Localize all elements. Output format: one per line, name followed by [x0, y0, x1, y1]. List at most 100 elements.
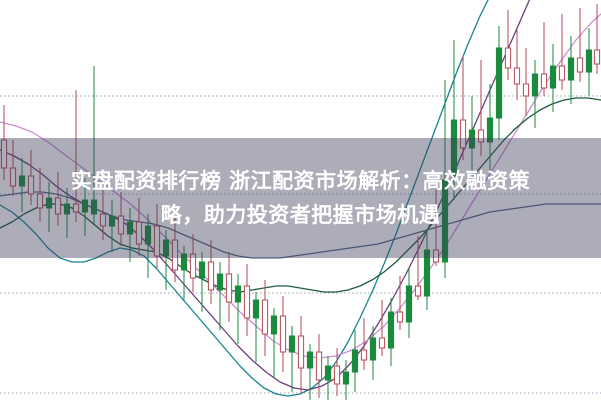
candle	[288, 326, 296, 392]
candle-body	[576, 57, 584, 73]
candle-body	[135, 221, 143, 245]
candle	[171, 218, 179, 282]
candle	[126, 208, 134, 262]
candle	[63, 188, 71, 238]
candle-body	[234, 285, 242, 303]
candle-body	[108, 215, 116, 227]
candle-body	[504, 47, 512, 69]
title-overlay-band: 实盘配资排行榜 浙江配资市场解析：高效融资策 略，助力投资者把握市场机遇	[0, 138, 601, 258]
candle	[0, 105, 8, 180]
candle	[351, 330, 359, 392]
candle-body	[351, 349, 359, 373]
candle	[162, 230, 170, 290]
candle	[117, 192, 125, 246]
candle-body	[486, 117, 494, 143]
candle-body	[468, 129, 476, 149]
candle-body	[162, 239, 170, 257]
ma-line-MA-slate	[0, 191, 601, 259]
candle	[423, 230, 431, 310]
candle	[315, 334, 323, 398]
candle	[432, 190, 440, 266]
candle-body	[450, 119, 458, 181]
candle	[369, 326, 377, 380]
candle	[234, 274, 242, 344]
candle	[135, 198, 143, 256]
candle-body	[18, 175, 26, 187]
candle	[531, 60, 539, 128]
candle-body	[405, 285, 413, 323]
candle-body	[45, 197, 53, 209]
candle	[414, 236, 422, 300]
candle	[207, 240, 215, 304]
candle-body	[513, 67, 521, 85]
candle-body	[432, 249, 440, 263]
candle-body	[585, 49, 593, 73]
candle-body	[423, 249, 431, 297]
candle-body	[180, 253, 188, 271]
candle-body	[540, 73, 548, 89]
candle-body	[495, 47, 503, 119]
candle	[252, 292, 260, 362]
candle	[567, 36, 575, 104]
candle	[342, 360, 350, 400]
candle	[593, 4, 601, 74]
candle-body	[270, 315, 278, 335]
candle	[558, 14, 566, 90]
candle	[576, 8, 584, 82]
candle-body	[288, 335, 296, 353]
candle	[36, 168, 44, 222]
candle-body	[593, 49, 601, 65]
candle-body	[90, 199, 98, 215]
candle	[270, 308, 278, 378]
candle	[513, 30, 521, 100]
candle-body	[378, 337, 386, 349]
candle	[81, 178, 89, 236]
candle	[279, 296, 287, 372]
overlay-title-line-1: 实盘配资排行榜 浙江配资市场解析：高效融资策	[70, 169, 531, 193]
candle-body	[189, 253, 197, 279]
candle-body	[54, 197, 62, 215]
candle-body	[36, 193, 44, 209]
candle	[450, 40, 458, 200]
candle-body	[0, 139, 8, 169]
candle-body	[243, 285, 251, 319]
candle	[522, 48, 530, 116]
candle	[72, 90, 80, 222]
candle-body	[63, 203, 71, 215]
candle-body	[207, 261, 215, 291]
candle-body	[153, 225, 161, 257]
candle-body	[369, 337, 377, 361]
candle-body	[558, 65, 566, 81]
candle	[216, 262, 224, 330]
candle	[387, 298, 395, 366]
candle-body	[342, 371, 350, 385]
candle	[99, 190, 107, 240]
candle-body	[225, 273, 233, 303]
candle	[333, 348, 341, 396]
candle-body	[522, 83, 530, 97]
candle	[441, 80, 449, 278]
ma-line-MA-teal	[0, 0, 489, 397]
candle-body	[198, 261, 206, 279]
candle	[540, 22, 548, 96]
candle	[495, 26, 503, 140]
candle	[378, 300, 386, 356]
overlay-title-line-2: 略，助力投资者把握市场机遇	[160, 203, 441, 227]
candle-body	[396, 311, 404, 323]
candle	[189, 234, 197, 292]
candle	[198, 252, 206, 312]
candle	[405, 268, 413, 338]
candle-body	[459, 119, 467, 149]
candle-body	[117, 215, 125, 235]
candle	[153, 204, 161, 268]
candle-body	[315, 351, 323, 381]
candle	[549, 44, 557, 112]
candle	[324, 356, 332, 400]
candle	[225, 252, 233, 322]
candle	[18, 158, 26, 212]
candle-body	[531, 73, 539, 97]
candle-body	[360, 349, 368, 361]
candle	[477, 60, 485, 156]
